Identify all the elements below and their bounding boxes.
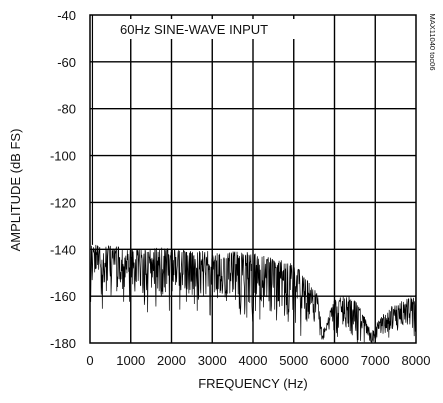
x-tick-label: 5000 bbox=[279, 353, 308, 368]
y-tick-label: -120 bbox=[50, 195, 76, 210]
spectrum-trace bbox=[89, 15, 417, 344]
x-axis-title: FREQUENCY (Hz) bbox=[198, 376, 308, 391]
x-tick-label: 0 bbox=[86, 353, 93, 368]
x-tick-label: 3000 bbox=[198, 353, 227, 368]
x-tick-label: 4000 bbox=[239, 353, 268, 368]
y-tick-label: -60 bbox=[57, 55, 76, 70]
annotation-label: 60Hz SINE-WAVE INPUT bbox=[120, 22, 268, 37]
y-tick-label: -40 bbox=[57, 8, 76, 23]
y-tick-label: -140 bbox=[50, 242, 76, 257]
x-tick-label: 6000 bbox=[320, 353, 349, 368]
annotation-background bbox=[106, 19, 296, 39]
x-tick-labels: 0 1000 2000 3000 4000 5000 6000 7000 8000 bbox=[86, 353, 430, 368]
part-code-label: MAX11040 toc06 bbox=[428, 14, 437, 71]
grid bbox=[90, 15, 416, 343]
y-tick-label: -100 bbox=[50, 149, 76, 164]
x-tick-label: 8000 bbox=[402, 353, 431, 368]
y-tick-label: -160 bbox=[50, 289, 76, 304]
y-axis-title: AMPLITUDE (dB FS) bbox=[8, 129, 23, 252]
plot-frame bbox=[89, 14, 417, 344]
x-tick-label: 1000 bbox=[116, 353, 145, 368]
x-tick-label: 2000 bbox=[157, 353, 186, 368]
y-tick-label: -180 bbox=[50, 336, 76, 351]
y-tick-label: -80 bbox=[57, 102, 76, 117]
spectrum-line bbox=[89, 244, 417, 344]
y-tick-labels: -40 -60 -80 -100 -120 -140 -160 -180 bbox=[50, 8, 76, 351]
x-tick-label: 7000 bbox=[361, 353, 390, 368]
